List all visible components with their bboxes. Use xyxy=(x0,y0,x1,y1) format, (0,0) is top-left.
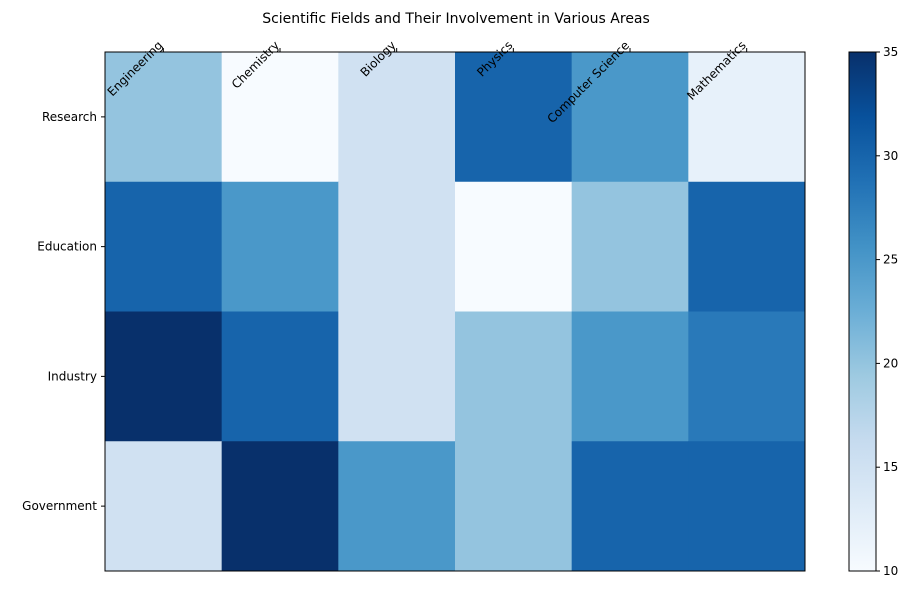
heatmap-cell xyxy=(338,181,456,312)
heatmap-cell xyxy=(455,181,573,312)
heatmap-cell xyxy=(338,441,456,572)
heatmap-cell xyxy=(338,52,456,183)
heatmap-cell xyxy=(105,311,223,442)
heatmap-cell xyxy=(455,311,573,442)
y-tick-label: Research xyxy=(42,110,97,124)
y-tick-label: Industry xyxy=(48,369,97,383)
y-tick-label: Education xyxy=(37,240,97,254)
heatmap-cell xyxy=(688,181,806,312)
heatmap-cell xyxy=(105,52,223,183)
heatmap-cell xyxy=(688,52,806,183)
heatmap-cell xyxy=(105,441,223,572)
heatmap-cell xyxy=(688,311,806,442)
colorbar-tick-label: 30 xyxy=(883,149,898,163)
heatmap-cell xyxy=(455,52,573,183)
plot-frame xyxy=(104,51,806,572)
heatmap-cell xyxy=(455,441,573,572)
y-axis-ticks: Research Education Industry Government xyxy=(22,110,105,513)
heatmap-cell xyxy=(571,52,689,183)
heatmap-cell xyxy=(338,311,456,442)
heatmap-cells xyxy=(105,52,806,572)
heatmap-cell xyxy=(688,441,806,572)
heatmap-cell xyxy=(571,441,689,572)
colorbar xyxy=(848,51,877,572)
heatmap-cell xyxy=(221,311,339,442)
chart-title: Scientific Fields and Their Involvement … xyxy=(262,11,650,27)
heatmap-cell xyxy=(571,311,689,442)
colorbar-ticks: 10 15 20 25 30 35 xyxy=(876,45,898,578)
heatmap-cell xyxy=(221,181,339,312)
heatmap-cell xyxy=(221,52,339,183)
colorbar-tick-label: 25 xyxy=(883,253,898,267)
heatmap-cell xyxy=(105,181,223,312)
y-tick-label: Government xyxy=(22,499,97,513)
heatmap-cell xyxy=(221,441,339,572)
heatmap-cell xyxy=(571,181,689,312)
colorbar-tick-label: 10 xyxy=(883,564,898,578)
colorbar-tick-label: 35 xyxy=(883,45,898,59)
colorbar-tick-label: 20 xyxy=(883,356,898,370)
colorbar-tick-label: 15 xyxy=(883,460,898,474)
